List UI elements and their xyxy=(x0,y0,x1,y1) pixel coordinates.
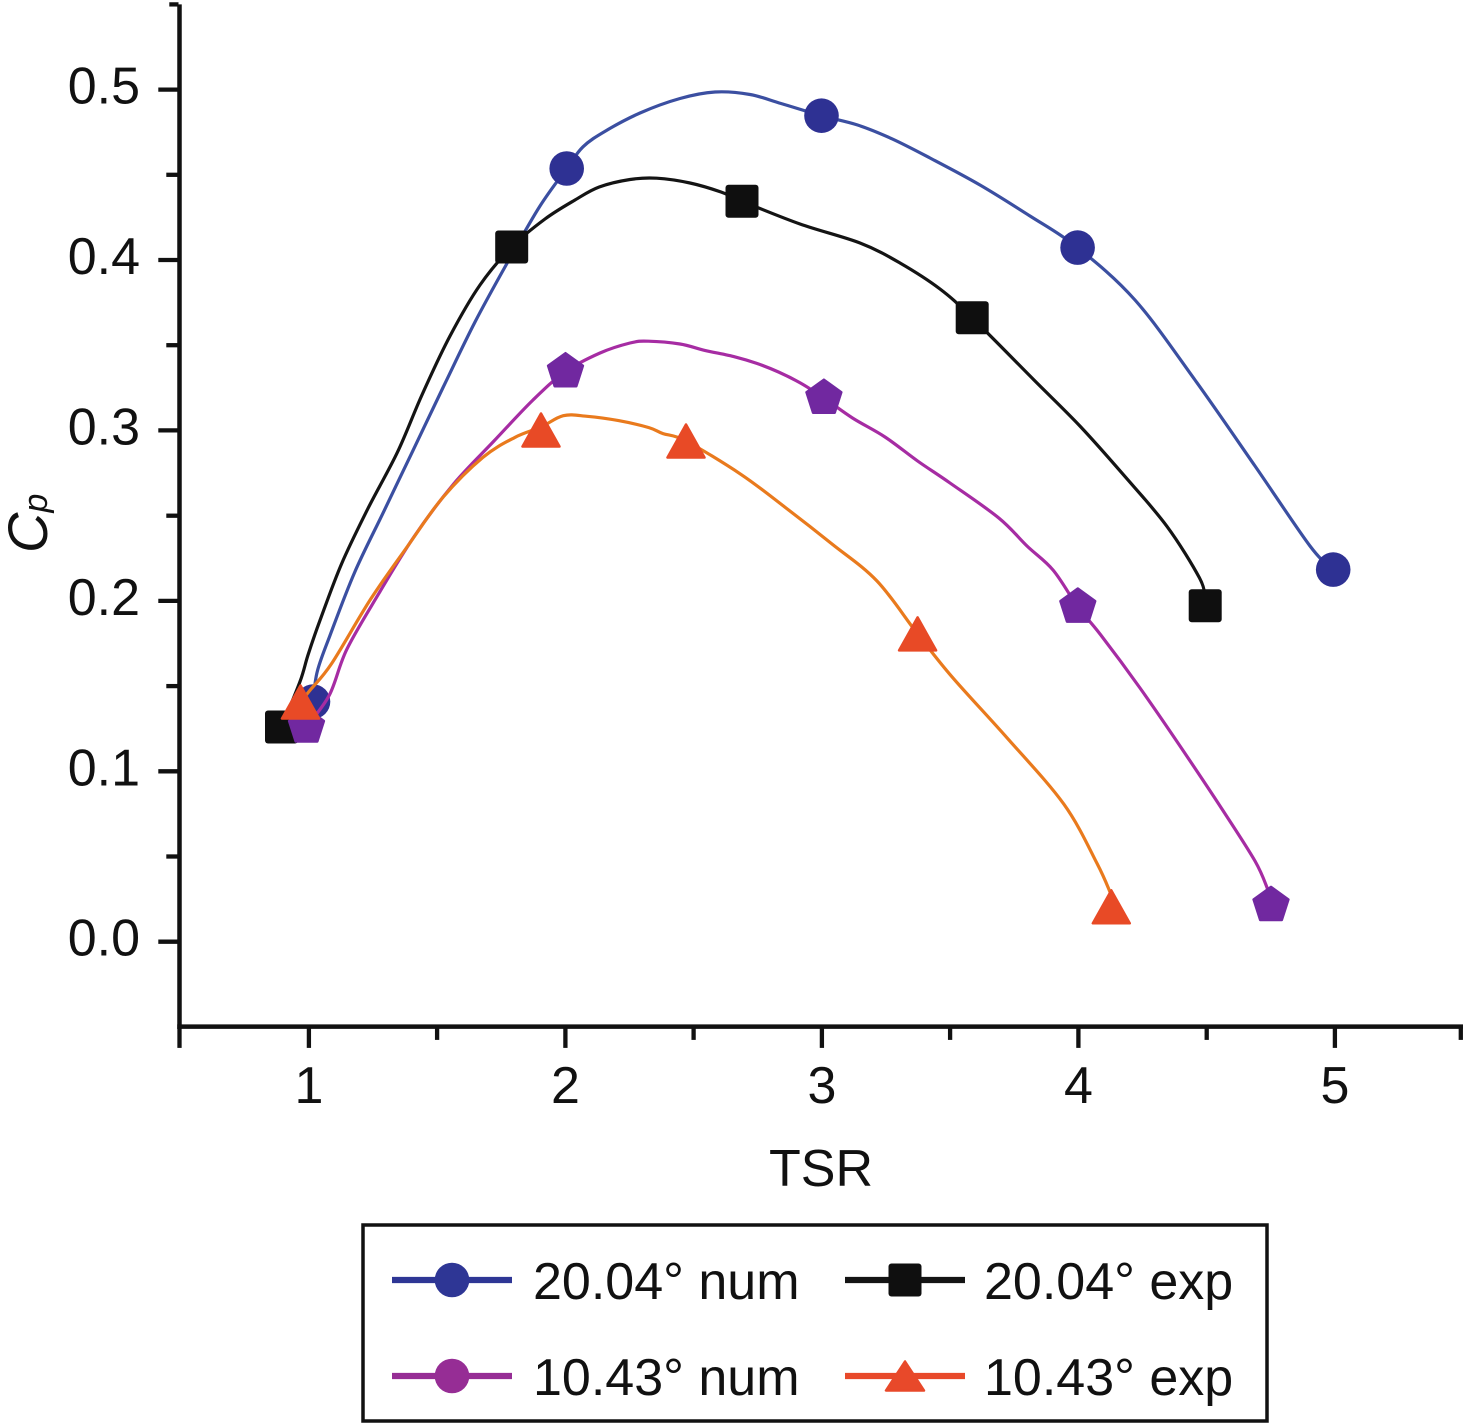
svg-text:0.4: 0.4 xyxy=(68,228,140,286)
svg-text:4: 4 xyxy=(1064,1057,1093,1115)
svg-text:0.5: 0.5 xyxy=(68,58,140,116)
svg-text:0.3: 0.3 xyxy=(68,398,140,456)
svg-text:10.43° exp: 10.43° exp xyxy=(984,1349,1233,1407)
svg-text:0.2: 0.2 xyxy=(68,569,140,627)
svg-text:20.04° exp: 20.04° exp xyxy=(984,1253,1233,1311)
svg-text:1: 1 xyxy=(294,1057,323,1115)
svg-text:0.0: 0.0 xyxy=(68,910,140,968)
svg-text:TSR: TSR xyxy=(769,1140,873,1198)
svg-text:10.43° num: 10.43° num xyxy=(533,1349,800,1407)
svg-text:20.04° num: 20.04° num xyxy=(533,1253,800,1311)
svg-text:5: 5 xyxy=(1320,1057,1349,1115)
svg-text:3: 3 xyxy=(807,1057,836,1115)
svg-text:2: 2 xyxy=(551,1057,580,1115)
svg-text:0.1: 0.1 xyxy=(68,739,140,797)
